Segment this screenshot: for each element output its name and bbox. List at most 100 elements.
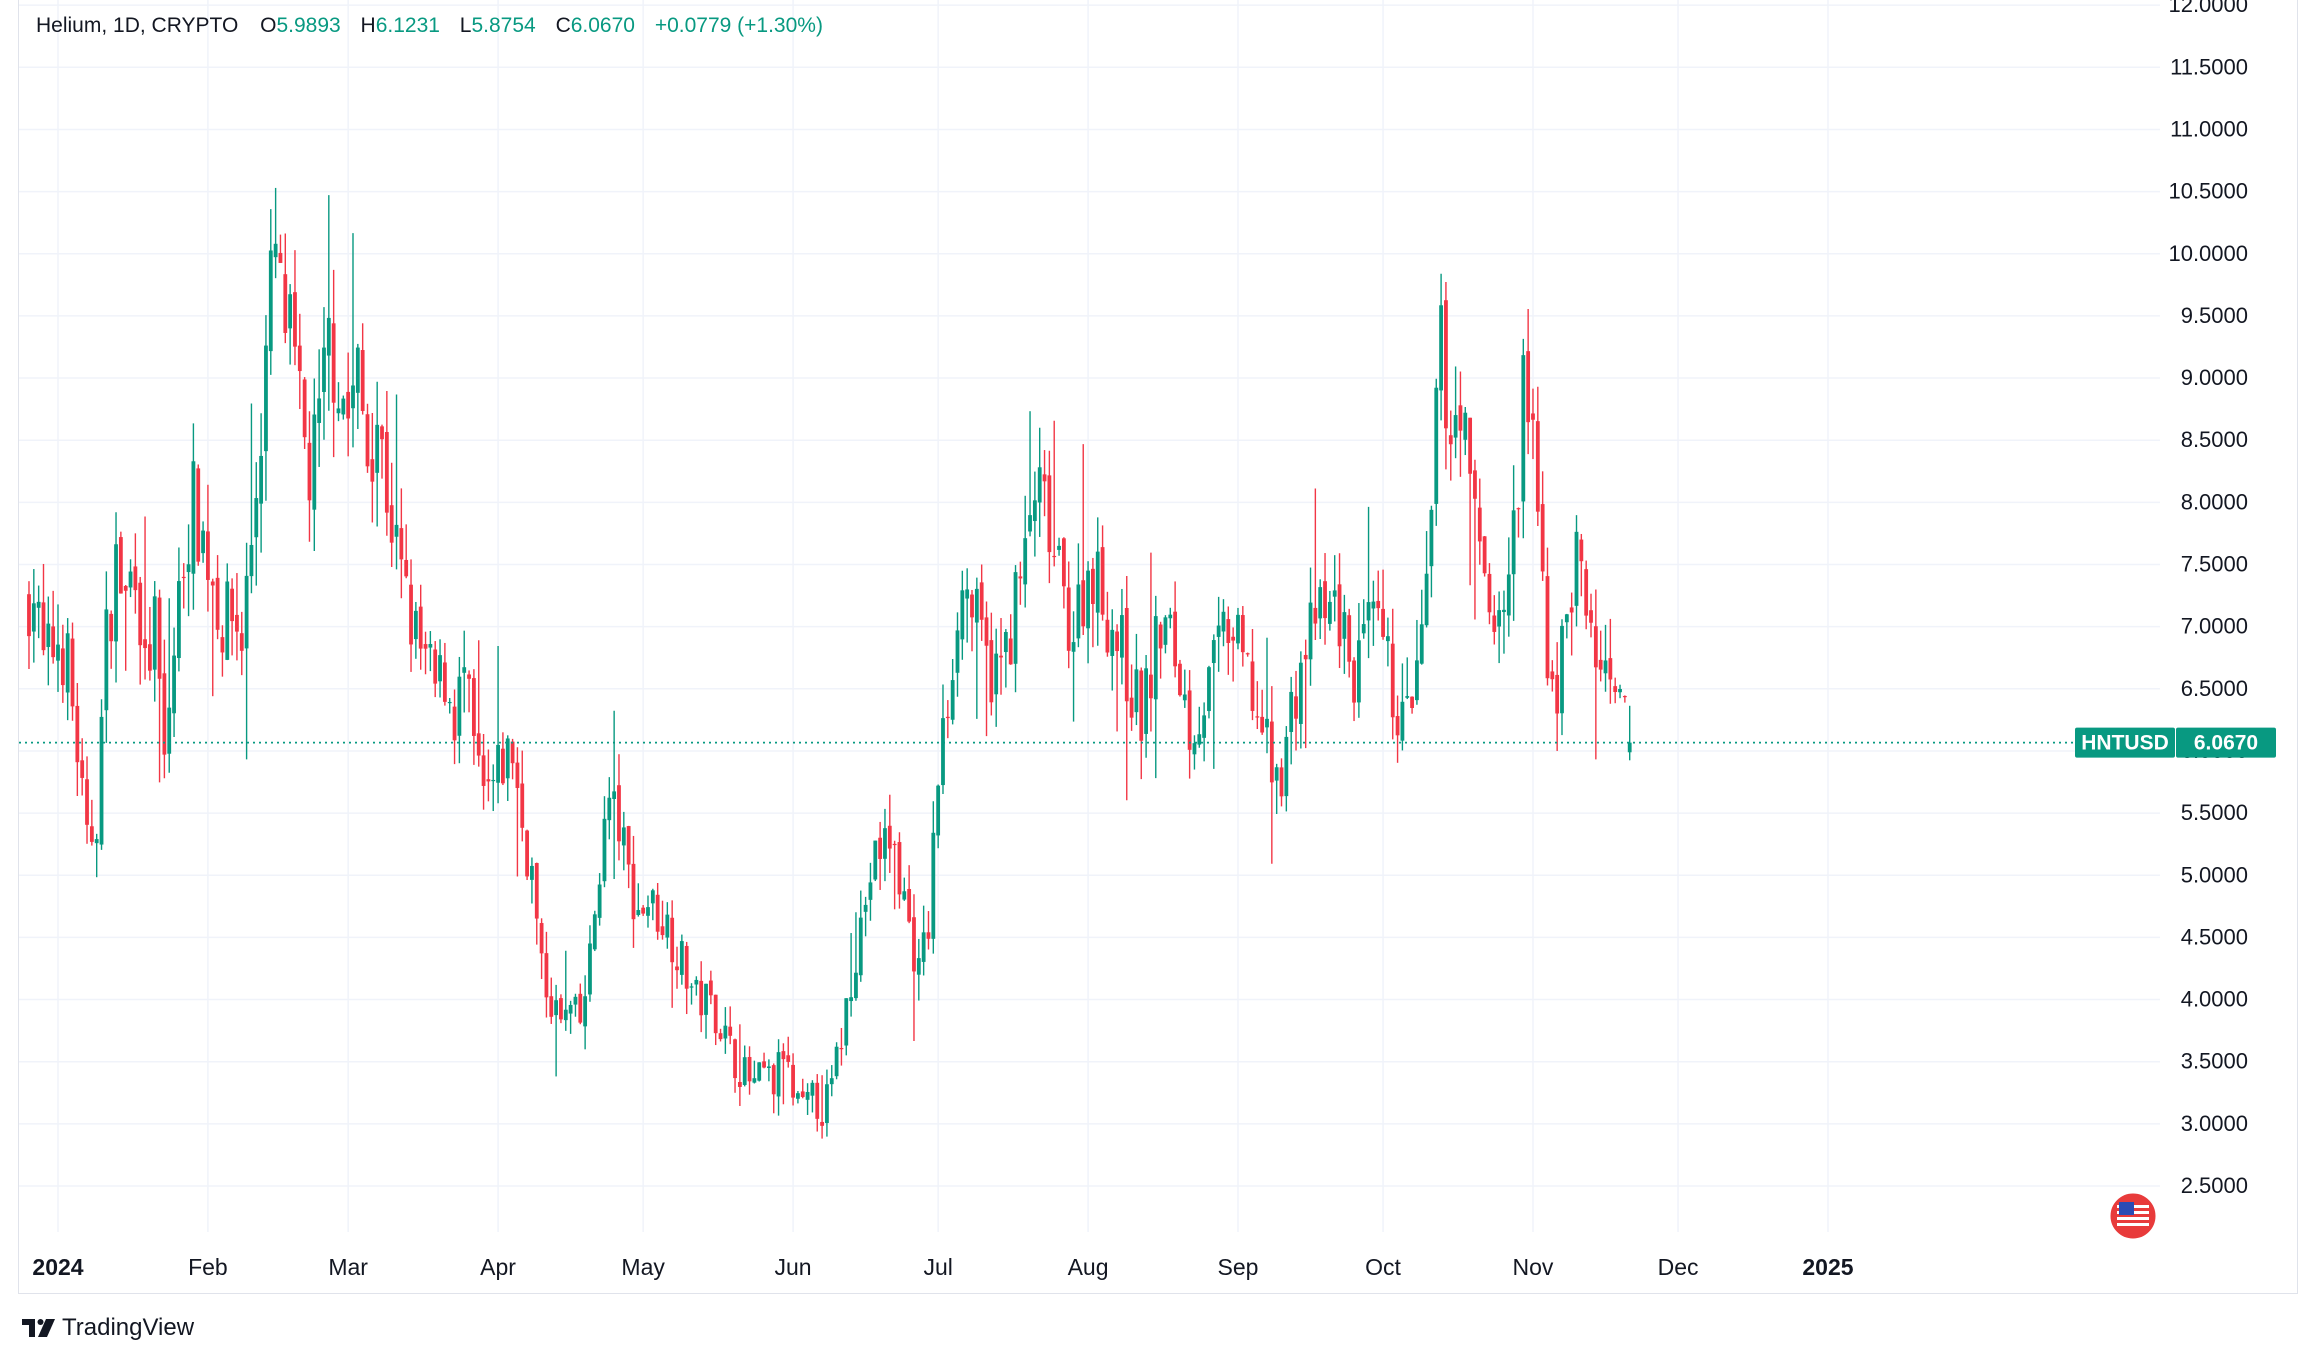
candle-body xyxy=(162,673,167,755)
candle-body xyxy=(675,966,679,971)
candle-body xyxy=(404,559,409,577)
candle-body xyxy=(1569,607,1574,613)
candle-body xyxy=(1023,538,1028,585)
candle-body xyxy=(762,1061,766,1068)
candle-body xyxy=(1593,626,1598,668)
candle-body xyxy=(999,655,1003,658)
candle-body xyxy=(892,843,897,846)
candle-body xyxy=(428,644,433,648)
candle-body xyxy=(438,655,442,682)
candle-body xyxy=(863,904,868,912)
last-price-label: 6.0670 xyxy=(2194,732,2258,755)
candle-body xyxy=(878,837,883,859)
candle-body xyxy=(660,926,665,936)
y-tick-label: 5.5000 xyxy=(2181,800,2248,825)
candle-body xyxy=(99,716,104,845)
candle-body xyxy=(109,613,114,642)
candle-body xyxy=(302,379,307,438)
candle-body xyxy=(563,1009,568,1021)
candle-body xyxy=(191,461,196,574)
candle-body xyxy=(1405,696,1410,698)
candle-body xyxy=(1410,696,1414,709)
candle-body xyxy=(796,1093,800,1099)
candle-body xyxy=(1298,662,1303,724)
candle-body xyxy=(89,826,94,842)
candle-body xyxy=(670,917,675,963)
candle-body xyxy=(742,1057,747,1085)
legend-change: +0.0779 (+1.30%) xyxy=(654,14,823,37)
candle-body xyxy=(1439,305,1443,391)
candle-body xyxy=(1284,736,1289,797)
candle-body xyxy=(1192,743,1197,755)
candle-body xyxy=(268,250,273,352)
candle-body xyxy=(249,544,254,577)
candle-body xyxy=(1535,421,1540,512)
x-tick-label: 2024 xyxy=(32,1254,83,1280)
candle-body xyxy=(1037,467,1042,503)
x-tick-label: Nov xyxy=(1513,1254,1554,1280)
candle-body xyxy=(1197,734,1202,745)
candle-body xyxy=(152,596,157,670)
candle-body xyxy=(1221,611,1226,632)
candle-body xyxy=(1071,642,1076,652)
candle-body xyxy=(1144,668,1148,734)
candle-body xyxy=(220,637,225,653)
candle-body xyxy=(239,633,244,651)
candle-body xyxy=(288,294,293,329)
candle-body xyxy=(965,589,970,599)
y-tick-label: 2.5000 xyxy=(2181,1173,2248,1198)
candle-body xyxy=(476,733,481,756)
candle-body xyxy=(1153,616,1158,700)
candle-body xyxy=(897,842,902,895)
candle-body xyxy=(1468,417,1473,474)
candle-body xyxy=(916,958,921,975)
candle-body xyxy=(167,707,172,754)
candle-body xyxy=(1337,584,1342,647)
candle-body xyxy=(810,1082,815,1096)
candle-body xyxy=(56,644,60,661)
candlestick-chart[interactable]: 2.5000 3.0000 3.5000 4.0000 4.5000 5.0000 5.50… xyxy=(0,0,2308,1300)
candle-body xyxy=(858,917,863,976)
candle-body xyxy=(235,614,239,632)
y-tick-label: 10.5000 xyxy=(2168,179,2248,204)
candle-body xyxy=(1202,715,1207,738)
candle-body xyxy=(65,633,70,693)
candle-body xyxy=(1216,625,1221,637)
legend-low-value: 5.8754 xyxy=(471,14,536,37)
candle-body xyxy=(341,398,346,415)
candle-body xyxy=(771,1065,776,1095)
candle-body xyxy=(1521,355,1526,502)
candle-body xyxy=(114,544,118,642)
candle-body xyxy=(1236,614,1240,644)
candle-body xyxy=(1492,615,1497,632)
candle-body xyxy=(1511,510,1516,575)
candle-body xyxy=(1100,547,1105,615)
candle-body xyxy=(1134,669,1139,713)
candle-body xyxy=(544,953,549,998)
candle-body xyxy=(602,818,607,882)
candle-body xyxy=(433,649,438,684)
candle-body xyxy=(1003,632,1008,653)
candle-body xyxy=(317,398,322,423)
legend-close-label: C xyxy=(555,14,571,37)
candle-body xyxy=(800,1091,805,1097)
tradingview-branding[interactable]: TradingView xyxy=(22,1313,194,1343)
candle-body xyxy=(1419,624,1424,664)
candle-body xyxy=(1052,555,1057,558)
candle-body xyxy=(723,1025,728,1039)
y-tick-label: 6.5000 xyxy=(2181,676,2248,701)
candle-body xyxy=(588,943,592,995)
candle-body xyxy=(1032,500,1037,522)
y-tick-label: 3.0000 xyxy=(2181,1111,2248,1136)
candle-body xyxy=(694,979,699,985)
candle-body xyxy=(1453,415,1458,438)
candle-body xyxy=(805,1092,810,1100)
candle-body xyxy=(1390,643,1395,718)
candle-body xyxy=(868,882,873,900)
candle-body xyxy=(520,783,525,828)
candle-body xyxy=(297,345,302,372)
candle-body xyxy=(786,1055,791,1062)
y-tick-label: 4.5000 xyxy=(2181,924,2248,949)
chart-frame xyxy=(18,0,2298,1294)
x-tick-label: Feb xyxy=(188,1254,228,1280)
